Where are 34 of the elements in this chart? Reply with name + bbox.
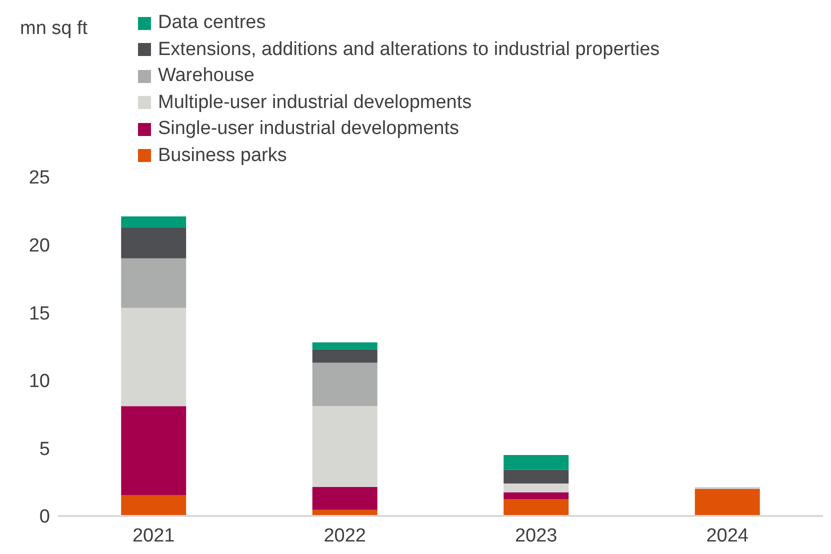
- text: mn sq ft: [20, 18, 88, 40]
- bar: [121, 406, 186, 495]
- bar: [312, 406, 378, 487]
- legend-label: Extensions, additions and alterations to industrial properties: [158, 38, 660, 61]
- x-tick-label: 2024: [706, 525, 749, 546]
- y-tick-label: 20: [28, 236, 50, 257]
- bar: [504, 454, 569, 470]
- bar: [312, 362, 378, 406]
- legend-label: Single-user industrial developments: [158, 118, 459, 140]
- legend-label: Business parks: [158, 144, 287, 167]
- legend-label: Warehouse: [158, 65, 254, 88]
- bar: [121, 308, 186, 406]
- legend-label: Multiple-user industrial developments: [158, 92, 472, 114]
- bar: [312, 349, 378, 363]
- bar: [504, 492, 569, 500]
- bar: [312, 342, 378, 350]
- legend-label: Data centres: [158, 12, 266, 34]
- y-tick-label: 5: [39, 438, 50, 460]
- bar: [504, 499, 569, 516]
- bar: [121, 216, 186, 228]
- bar: [121, 494, 186, 516]
- bar: [504, 470, 569, 484]
- bar: [312, 486, 378, 510]
- y-tick-label: 15: [28, 303, 50, 324]
- x-tick-label: 2021: [132, 525, 175, 546]
- x-tick-label: 2023: [514, 525, 558, 546]
- bar: [121, 258, 186, 308]
- bar: [121, 227, 186, 258]
- bar: [504, 483, 569, 492]
- y-tick-label: 10: [28, 371, 50, 392]
- x-tick-label: 2022: [324, 525, 366, 546]
- bar: [694, 488, 760, 516]
- y-tick-label: 0: [39, 506, 50, 528]
- y-tick-label: 25: [28, 168, 50, 189]
